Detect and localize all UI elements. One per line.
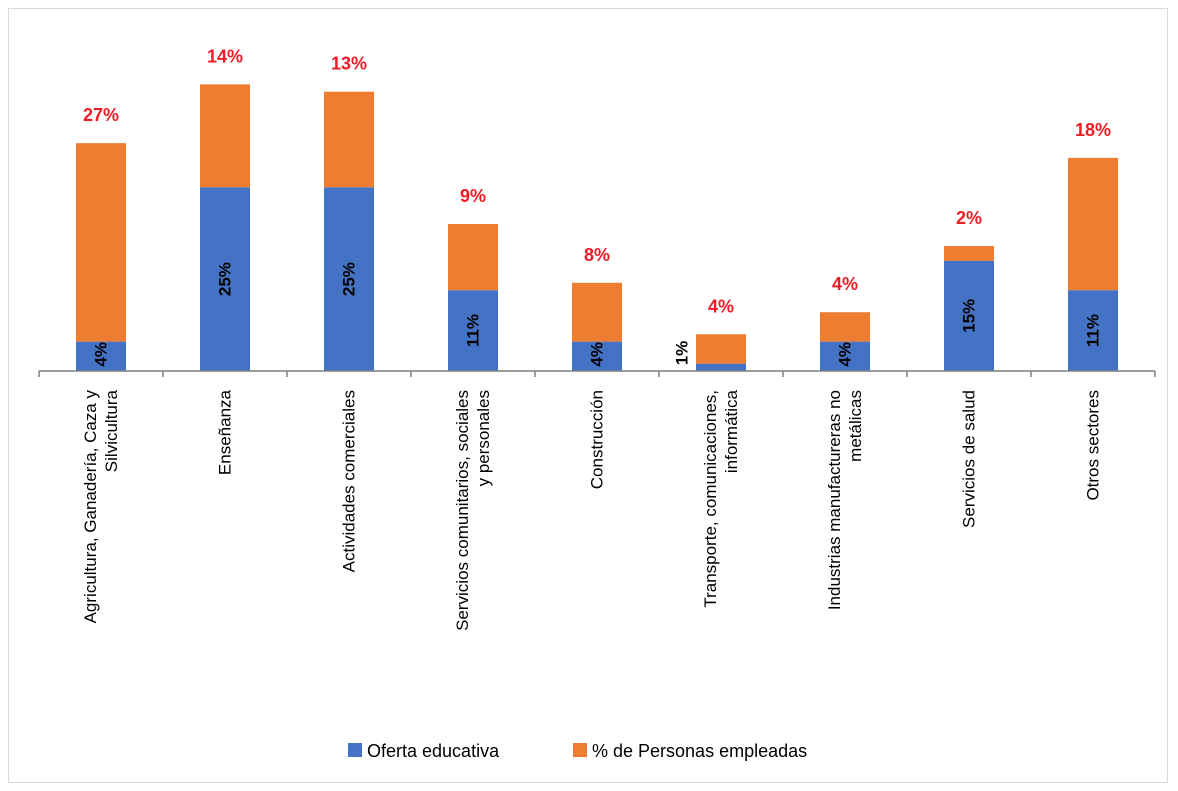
category-label-0-1: Silvicultura (102, 389, 121, 472)
bar-empleadas-1 (200, 84, 250, 188)
legend-label-oferta: Oferta educativa (367, 741, 500, 761)
category-label-7-0: Servicios de salud (960, 390, 979, 528)
category-label-4-0: Construcción (588, 390, 607, 489)
label-empleadas-3: 9% (460, 186, 486, 206)
bar-empleadas-2 (324, 91, 374, 188)
bar-oferta-5 (696, 363, 746, 371)
label-empleadas-0: 27% (83, 105, 119, 125)
bar-oferta-2 (324, 187, 374, 371)
label-empleadas-2: 13% (331, 54, 367, 74)
label-oferta-1: 25% (216, 262, 235, 296)
bar-oferta-8 (1068, 290, 1118, 371)
label-oferta-2: 25% (340, 262, 359, 296)
label-oferta-7: 15% (960, 299, 979, 333)
category-label-3-0: Servicios comunitarios, sociales (453, 390, 472, 631)
label-empleadas-8: 18% (1075, 120, 1111, 140)
category-label-6-1: metálicas (846, 390, 865, 462)
label-empleadas-1: 14% (207, 46, 243, 66)
label-oferta-3: 11% (464, 314, 483, 347)
category-label-5-0: Transporte, comunicaciones, (701, 390, 720, 608)
bar-oferta-3 (448, 290, 498, 371)
legend-label-empleadas: % de Personas empleadas (592, 741, 807, 761)
bar-oferta-6 (820, 341, 870, 371)
bar-empleadas-5 (696, 334, 746, 364)
label-oferta-0: 4% (92, 342, 111, 367)
label-oferta-4: 4% (588, 342, 607, 367)
label-oferta-5: 1% (673, 341, 692, 366)
label-oferta-6: 4% (836, 342, 855, 367)
label-empleadas-4: 8% (584, 245, 610, 265)
category-label-2-0: Actividades comerciales (340, 390, 359, 572)
bar-empleadas-4 (572, 282, 622, 342)
category-label-8-0: Otros sectores (1084, 390, 1103, 501)
label-empleadas-5: 4% (708, 296, 734, 316)
category-label-6-0: Industrias manufactureras no (825, 390, 844, 610)
bar-empleadas-0 (76, 143, 126, 342)
bar-empleadas-7 (944, 246, 994, 261)
category-label-5-1: informática (722, 389, 741, 473)
bar-oferta-4 (572, 341, 622, 371)
legend-swatch-oferta (348, 743, 362, 757)
label-empleadas-7: 2% (956, 208, 982, 228)
category-label-1-0: Enseñanza (216, 389, 235, 475)
bar-empleadas-8 (1068, 157, 1118, 291)
legend-swatch-empleadas (573, 743, 587, 757)
bar-empleadas-3 (448, 224, 498, 291)
category-label-0-0: Agricultura, Ganadería, Caza y (81, 390, 100, 624)
bar-oferta-1 (200, 187, 250, 371)
label-oferta-8: 11% (1084, 314, 1103, 347)
bar-empleadas-6 (820, 312, 870, 342)
bar-oferta-7 (944, 260, 994, 371)
bar-oferta-0 (76, 341, 126, 371)
category-label-3-1: y personales (474, 390, 493, 486)
label-empleadas-6: 4% (832, 274, 858, 294)
